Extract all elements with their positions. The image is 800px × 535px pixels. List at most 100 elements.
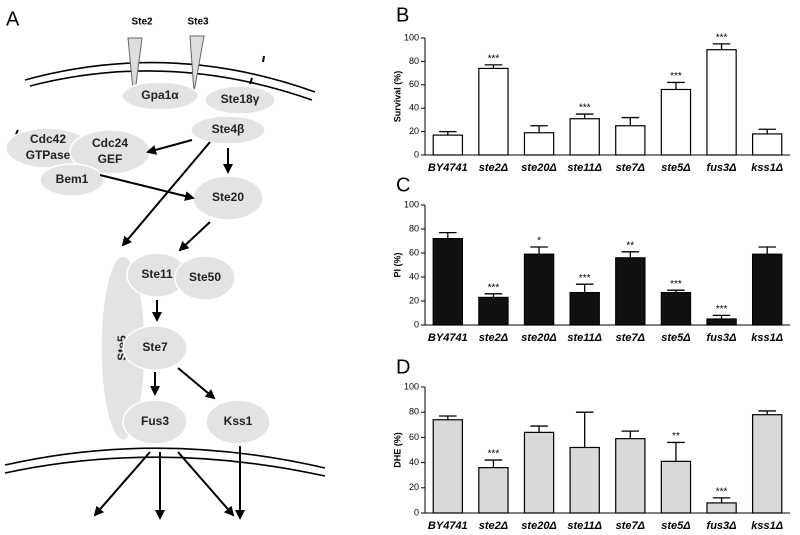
y-tick-label: 80 — [409, 407, 419, 417]
node-label: Fus3 — [141, 414, 169, 428]
node — [39, 163, 105, 197]
x-tick-label: ste7Δ — [616, 332, 645, 344]
receptor — [127, 37, 143, 101]
significance: *** — [488, 282, 500, 293]
diagram: A Ste2 Ste3 — [4, 8, 326, 477]
significance: *** — [579, 103, 591, 114]
receptor-label: Ste2 — [131, 17, 153, 28]
panel-letter: D — [396, 356, 410, 378]
arrow — [177, 367, 216, 400]
x-tick-label: ste5Δ — [661, 162, 690, 174]
node — [122, 399, 188, 445]
bar — [523, 132, 555, 156]
x-tick-label: ste20Δ — [521, 332, 557, 344]
x-tick-label: ste7Δ — [616, 520, 645, 532]
bar — [660, 88, 692, 156]
x-tick-label: ste20Δ — [521, 162, 557, 174]
x-tick-label: kss1Δ — [751, 162, 783, 174]
receptor-label: Ste3 — [187, 17, 209, 28]
bar — [706, 318, 737, 326]
arrow — [178, 221, 211, 252]
bar — [660, 460, 692, 514]
significance: *** — [579, 273, 591, 284]
node-label: Ste11 — [141, 267, 173, 281]
x-tick-label: fus3Δ — [707, 162, 737, 174]
y-tick-label: 60 — [409, 432, 419, 442]
y-tick-label: 40 — [409, 271, 419, 281]
membrane — [4, 447, 326, 469]
significance: *** — [488, 449, 500, 460]
x-tick-label: ste2Δ — [479, 520, 508, 532]
bar — [660, 292, 692, 326]
significance: *** — [670, 279, 682, 290]
significance: * — [537, 236, 541, 247]
y-tick-label: 0 — [414, 507, 419, 517]
arrow — [99, 174, 195, 201]
bar — [569, 446, 600, 514]
y-tick-label: 60 — [409, 247, 419, 257]
node-label: Ste4β — [212, 122, 245, 136]
arrow — [146, 139, 193, 155]
y-tick-label: 0 — [414, 319, 419, 329]
y-axis-label: PI (%) — [392, 252, 402, 277]
bar — [478, 467, 509, 514]
y-axis-label: DHE (%) — [392, 432, 402, 468]
x-tick-label: ste7Δ — [616, 162, 645, 174]
node — [205, 399, 271, 445]
x-tick-label: ste2Δ — [479, 332, 508, 344]
membrane — [24, 61, 316, 93]
node-label: Cdc42 — [30, 132, 66, 146]
tick — [249, 77, 253, 85]
membrane — [29, 70, 313, 101]
significance: ** — [672, 431, 680, 442]
significance: *** — [488, 54, 500, 65]
receptor — [189, 35, 205, 93]
x-tick-label: ste2Δ — [479, 162, 508, 174]
node-label: Cdc24 — [92, 136, 128, 150]
y-tick-label: 20 — [409, 295, 419, 305]
bar — [478, 296, 509, 326]
y-tick-label: 100 — [404, 32, 419, 42]
y-tick-label: 80 — [409, 56, 419, 66]
significance: ** — [626, 240, 634, 251]
panel-letter: B — [396, 4, 409, 26]
x-tick-label: ste20Δ — [521, 520, 557, 532]
bar — [615, 125, 646, 156]
significance: *** — [716, 304, 728, 315]
arrow — [121, 141, 211, 247]
y-tick-label: 20 — [409, 482, 419, 492]
x-tick-label: ste5Δ — [661, 520, 690, 532]
node — [190, 115, 266, 145]
x-tick-label: BY4741 — [428, 162, 468, 174]
significance: *** — [670, 71, 682, 82]
bar — [569, 118, 600, 156]
bar — [432, 419, 464, 514]
tick — [262, 55, 265, 63]
y-tick-label: 60 — [409, 79, 419, 89]
y-tick-label: 20 — [409, 126, 419, 136]
bar — [478, 67, 509, 156]
significance: *** — [716, 32, 728, 43]
node — [204, 85, 276, 115]
node-label: Kss1 — [224, 414, 253, 428]
node-label: GEF — [98, 152, 123, 166]
bar — [706, 502, 737, 514]
node — [122, 325, 188, 371]
bar — [615, 257, 646, 326]
node-label: Ste18γ — [221, 92, 260, 106]
node-label: Ste7 — [142, 340, 168, 354]
bar — [432, 238, 464, 326]
x-tick-label: kss1Δ — [751, 520, 783, 532]
y-tick-label: 40 — [409, 103, 419, 113]
y-tick-label: 0 — [414, 149, 419, 159]
x-tick-label: fus3Δ — [707, 332, 737, 344]
node-label: GTPase — [26, 148, 71, 162]
x-tick-label: kss1Δ — [751, 332, 783, 344]
arrow — [177, 451, 235, 517]
node — [174, 255, 236, 301]
x-tick-label: ste11Δ — [567, 162, 602, 174]
x-tick-label: fus3Δ — [707, 520, 737, 532]
y-tick-label: 100 — [404, 199, 419, 209]
node-label: Bem1 — [56, 172, 89, 186]
x-tick-label: ste5Δ — [661, 332, 690, 344]
